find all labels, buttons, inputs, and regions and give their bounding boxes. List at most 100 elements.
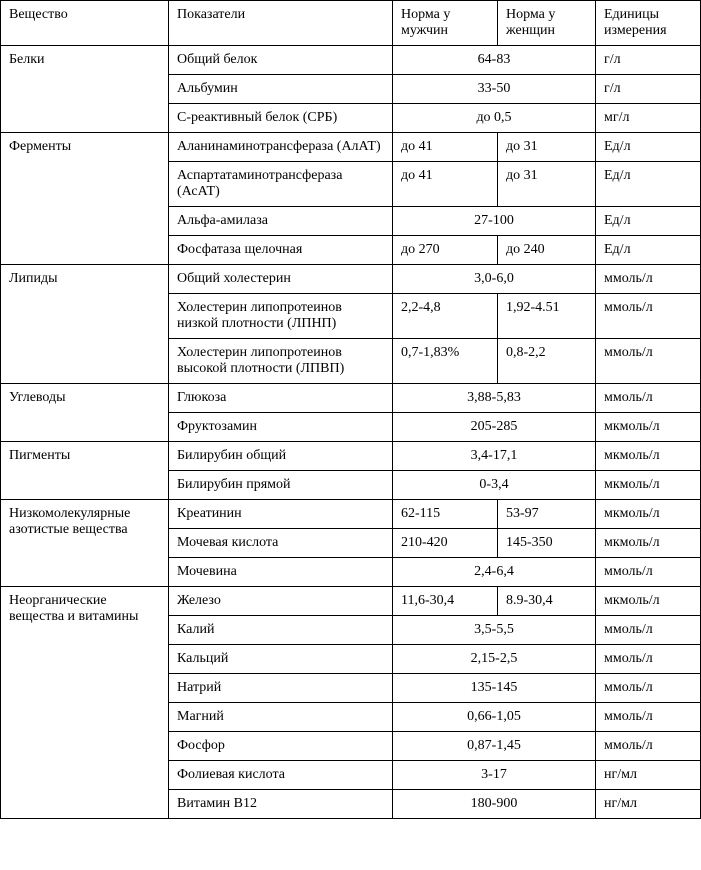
indicator-cell: Общий белок bbox=[169, 46, 393, 75]
column-header: Показатели bbox=[169, 1, 393, 46]
norm-female-cell: 145-350 bbox=[498, 529, 596, 558]
norm-male-cell: до 41 bbox=[393, 133, 498, 162]
indicator-cell: Холестерин липопротеинов высокой плотнос… bbox=[169, 339, 393, 384]
units-cell: мг/л bbox=[596, 104, 701, 133]
norm-combined-cell: 2,15-2,5 bbox=[393, 645, 596, 674]
norm-combined-cell: 180-900 bbox=[393, 790, 596, 819]
units-cell: ммоль/л bbox=[596, 384, 701, 413]
norm-combined-cell: 3,4-17,1 bbox=[393, 442, 596, 471]
indicator-cell: Кальций bbox=[169, 645, 393, 674]
norm-female-cell: 0,8-2,2 bbox=[498, 339, 596, 384]
units-cell: г/л bbox=[596, 75, 701, 104]
norm-combined-cell: 0-3,4 bbox=[393, 471, 596, 500]
indicator-cell: Холестерин липопротеинов низкой плотност… bbox=[169, 294, 393, 339]
norm-female-cell: 53-97 bbox=[498, 500, 596, 529]
indicator-cell: Витамин В12 bbox=[169, 790, 393, 819]
indicator-cell: Фолиевая кислота bbox=[169, 761, 393, 790]
indicator-cell: Аланинаминотрансфераза (АлАТ) bbox=[169, 133, 393, 162]
indicator-cell: С-реактивный белок (СРБ) bbox=[169, 104, 393, 133]
indicator-cell: Мочевина bbox=[169, 558, 393, 587]
indicator-cell: Глюкоза bbox=[169, 384, 393, 413]
indicator-cell: Общий холестерин bbox=[169, 265, 393, 294]
norm-combined-cell: 2,4-6,4 bbox=[393, 558, 596, 587]
norm-female-cell: до 31 bbox=[498, 133, 596, 162]
norm-combined-cell: 3,0-6,0 bbox=[393, 265, 596, 294]
indicator-cell: Магний bbox=[169, 703, 393, 732]
substance-cell: Низкомолекулярные азотистые вещества bbox=[1, 500, 169, 587]
units-cell: нг/мл bbox=[596, 761, 701, 790]
blood-analysis-table: ВеществоПоказателиНорма у мужчинНорма у … bbox=[0, 0, 701, 819]
norm-combined-cell: 0,66-1,05 bbox=[393, 703, 596, 732]
column-header: Норма у женщин bbox=[498, 1, 596, 46]
indicator-cell: Альфа-амилаза bbox=[169, 207, 393, 236]
norm-combined-cell: до 0,5 bbox=[393, 104, 596, 133]
substance-cell: Липиды bbox=[1, 265, 169, 384]
indicator-cell: Мочевая кислота bbox=[169, 529, 393, 558]
table-row: УглеводыГлюкоза3,88-5,83ммоль/л bbox=[1, 384, 701, 413]
substance-cell: Белки bbox=[1, 46, 169, 133]
units-cell: ммоль/л bbox=[596, 294, 701, 339]
norm-male-cell: 11,6-30,4 bbox=[393, 587, 498, 616]
norm-combined-cell: 205-285 bbox=[393, 413, 596, 442]
units-cell: ммоль/л bbox=[596, 674, 701, 703]
units-cell: мкмоль/л bbox=[596, 500, 701, 529]
table-header-row: ВеществоПоказателиНорма у мужчинНорма у … bbox=[1, 1, 701, 46]
units-cell: ммоль/л bbox=[596, 265, 701, 294]
norm-combined-cell: 64-83 bbox=[393, 46, 596, 75]
indicator-cell: Фосфор bbox=[169, 732, 393, 761]
units-cell: мкмоль/л bbox=[596, 471, 701, 500]
units-cell: мкмоль/л bbox=[596, 413, 701, 442]
substance-cell: Ферменты bbox=[1, 133, 169, 265]
units-cell: г/л bbox=[596, 46, 701, 75]
column-header: Единицы измерения bbox=[596, 1, 701, 46]
column-header: Норма у мужчин bbox=[393, 1, 498, 46]
norm-combined-cell: 3-17 bbox=[393, 761, 596, 790]
norm-combined-cell: 0,87-1,45 bbox=[393, 732, 596, 761]
units-cell: ммоль/л bbox=[596, 616, 701, 645]
indicator-cell: Железо bbox=[169, 587, 393, 616]
units-cell: Ед/л bbox=[596, 207, 701, 236]
norm-female-cell: до 31 bbox=[498, 162, 596, 207]
units-cell: ммоль/л bbox=[596, 703, 701, 732]
indicator-cell: Натрий bbox=[169, 674, 393, 703]
norm-combined-cell: 135-145 bbox=[393, 674, 596, 703]
norm-female-cell: 1,92-4.51 bbox=[498, 294, 596, 339]
units-cell: Ед/л bbox=[596, 162, 701, 207]
units-cell: ммоль/л bbox=[596, 732, 701, 761]
indicator-cell: Фосфатаза щелочная bbox=[169, 236, 393, 265]
table-row: БелкиОбщий белок64-83г/л bbox=[1, 46, 701, 75]
norm-combined-cell: 3,5-5,5 bbox=[393, 616, 596, 645]
table-row: ЛипидыОбщий холестерин3,0-6,0ммоль/л bbox=[1, 265, 701, 294]
indicator-cell: Билирубин общий bbox=[169, 442, 393, 471]
units-cell: ммоль/л bbox=[596, 558, 701, 587]
units-cell: Ед/л bbox=[596, 236, 701, 265]
units-cell: ммоль/л bbox=[596, 339, 701, 384]
norm-female-cell: 8.9-30,4 bbox=[498, 587, 596, 616]
units-cell: мкмоль/л bbox=[596, 442, 701, 471]
substance-cell: Неорганические вещества и витамины bbox=[1, 587, 169, 819]
norm-combined-cell: 3,88-5,83 bbox=[393, 384, 596, 413]
units-cell: Ед/л bbox=[596, 133, 701, 162]
units-cell: нг/мл bbox=[596, 790, 701, 819]
table-row: ПигментыБилирубин общий3,4-17,1мкмоль/л bbox=[1, 442, 701, 471]
indicator-cell: Фруктозамин bbox=[169, 413, 393, 442]
indicator-cell: Аспартатаминотрансфераза (АсАТ) bbox=[169, 162, 393, 207]
norm-male-cell: 0,7-1,83% bbox=[393, 339, 498, 384]
table-row: Низкомолекулярные азотистые веществаКреа… bbox=[1, 500, 701, 529]
indicator-cell: Калий bbox=[169, 616, 393, 645]
norm-combined-cell: 33-50 bbox=[393, 75, 596, 104]
norm-male-cell: до 41 bbox=[393, 162, 498, 207]
substance-cell: Углеводы bbox=[1, 384, 169, 442]
column-header: Вещество bbox=[1, 1, 169, 46]
norm-male-cell: 2,2-4,8 bbox=[393, 294, 498, 339]
norm-male-cell: 210-420 bbox=[393, 529, 498, 558]
norm-combined-cell: 27-100 bbox=[393, 207, 596, 236]
table-row: ФерментыАланинаминотрансфераза (АлАТ)до … bbox=[1, 133, 701, 162]
norm-female-cell: до 240 bbox=[498, 236, 596, 265]
units-cell: ммоль/л bbox=[596, 645, 701, 674]
indicator-cell: Билирубин прямой bbox=[169, 471, 393, 500]
indicator-cell: Креатинин bbox=[169, 500, 393, 529]
units-cell: мкмоль/л bbox=[596, 529, 701, 558]
norm-male-cell: до 270 bbox=[393, 236, 498, 265]
substance-cell: Пигменты bbox=[1, 442, 169, 500]
